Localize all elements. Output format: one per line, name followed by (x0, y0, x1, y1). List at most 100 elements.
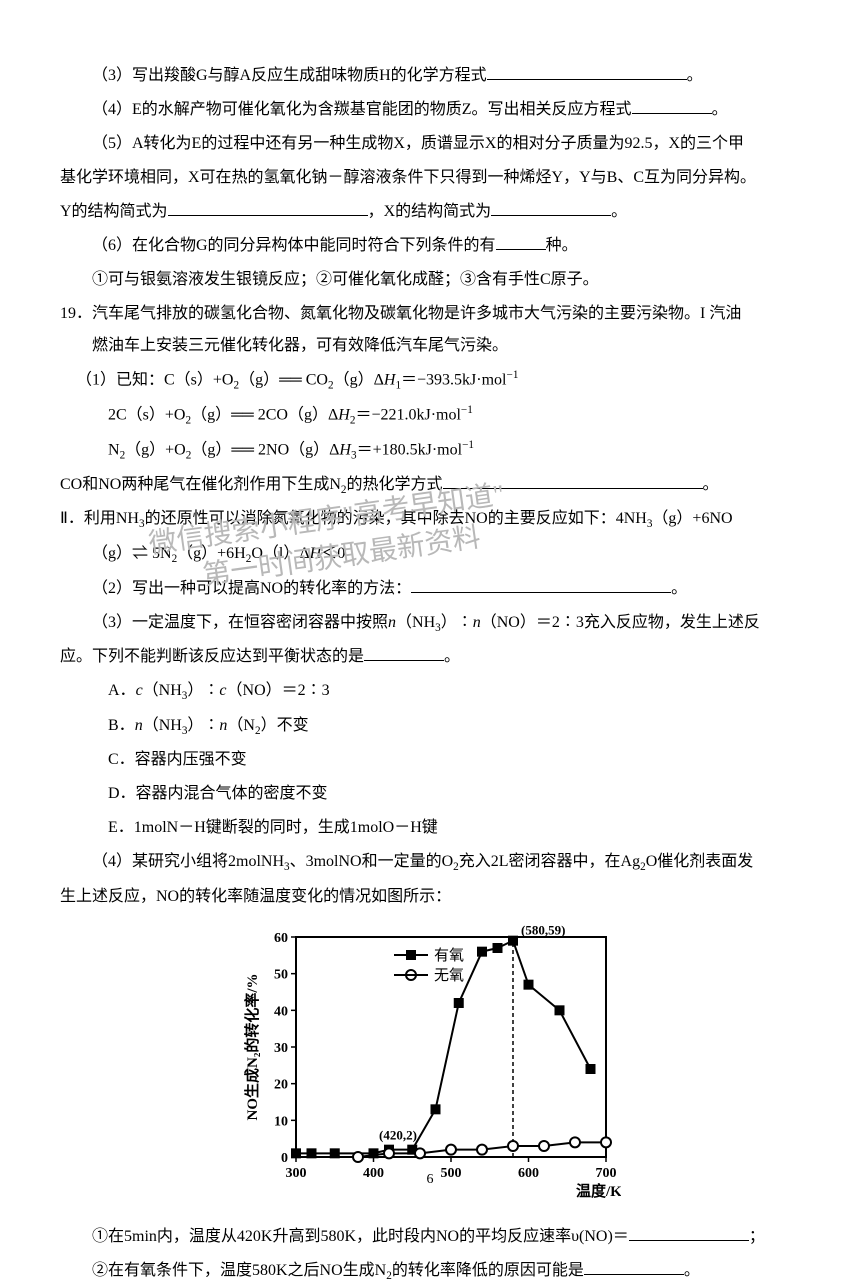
svg-text:有氧: 有氧 (434, 947, 464, 964)
q4-text: （4）E的水解产物可催化氧化为含羰基官能团的物质Z。写出相关反应方程式 (92, 101, 632, 118)
co-b: 的热化学方式 (347, 476, 443, 493)
s4q1-blank (629, 1222, 749, 1241)
eq2a: 2C（s）+O (108, 406, 185, 423)
q19-header: 19． 汽车尾气排放的碳氢化合物、氮氧化物及碳氧化物是许多城市大气污染的主要污染… (60, 298, 800, 362)
oa-d: （NO）＝2∶3 (227, 682, 330, 699)
q5-l1: （5）A转化为E的过程中还有另一种生成物X，质谱显示X的相对分子质量为92.5，… (60, 128, 800, 160)
q4: （4）E的水解产物可催化氧化为含羰基官能团的物质Z。写出相关反应方程式 。 (60, 94, 800, 126)
q5-l3: Y的结构简式为，X的结构简式为。 (60, 196, 800, 228)
q19-sub4: （4）某研究小组将2molNH3、3molNO和一定量的O2充入2L密闭容器中，… (60, 846, 800, 879)
s4a: （4）某研究小组将2molNH (92, 853, 284, 870)
option-d: D．容器内混合气体的密度不变 (60, 778, 800, 810)
II-a: Ⅱ．利用NH (60, 510, 139, 527)
svg-text:0: 0 (281, 1151, 288, 1166)
q6-l2: ①可与银氨溶液发生银镜反应；②可催化氧化成醛；③含有手性C原子。 (60, 264, 800, 296)
svg-text:(580,59): (580,59) (521, 923, 565, 938)
s4q2b: 的转化率降低的原因可能是 (392, 1262, 584, 1279)
svg-text:(420,2): (420,2) (379, 1128, 417, 1143)
option-a: A．c（NH3）∶c（NO）＝2∶3 (60, 675, 800, 708)
q3-text: （3）写出羧酸G与醇A反应生成甜味物质H的化学方程式 (92, 67, 487, 84)
ob-b: （NH (143, 717, 182, 734)
conversion-chart: 0102030405060300400500600700(580,59)(420… (240, 921, 620, 1201)
q3: （3）写出羧酸G与醇A反应生成甜味物质H的化学方程式 。 (60, 60, 800, 92)
q19-num: 19． (60, 298, 92, 362)
q19-sub4-q1: ①在5min内，温度从420K升高到580K，此时段内NO的平均反应速率υ(NO… (60, 1221, 800, 1253)
s4q1-end: ； (749, 1228, 765, 1245)
sub3b: （NH (396, 614, 435, 631)
s4c: 充入2L密闭容器中，在Ag (459, 853, 640, 870)
q6-1a: （6）在化合物G的同分异构体中能同时符合下列条件的有 (92, 237, 496, 254)
sub3c: ）∶ (441, 614, 473, 631)
q19-II-2: （g）⇌ 5N2（g）+6H2O（l）ΔH＜0 (60, 538, 800, 571)
svg-text:30: 30 (274, 1041, 288, 1056)
page-number: 6 (0, 1166, 860, 1194)
q5-blank1 (168, 197, 368, 216)
oa-c: ）∶ (187, 682, 219, 699)
sub3d: （NO）＝2∶3充入反应物，发生上述反 (481, 614, 760, 631)
svg-text:无氧: 无氧 (434, 967, 464, 984)
q3-blank (487, 61, 687, 80)
eq3a: N (108, 441, 120, 458)
eq3d: ＝+180.5kJ·mol (357, 441, 462, 458)
option-e: E．1molN－H键断裂的同时，生成1molO－H键 (60, 812, 800, 844)
svg-text:NO生成N₂的转化率/%: NO生成N₂的转化率/% (243, 973, 261, 1120)
eq2c: ＝−221.0kJ·mol (355, 406, 460, 423)
eq2b: （g）══ 2CO（g）Δ (191, 406, 338, 423)
q19-content: 汽车尾气排放的碳氢化合物、氮氧化物及碳氧化物是许多城市大气污染的主要污染物。I … (92, 298, 800, 362)
eq1d: ＝−393.5kJ·mol (401, 371, 506, 388)
s4q2-end: 。 (684, 1262, 700, 1279)
ob-d: （N (227, 717, 255, 734)
co-end: 。 (703, 476, 719, 493)
chart-svg: 0102030405060300400500600700(580,59)(420… (241, 922, 621, 1202)
svg-text:50: 50 (274, 968, 288, 983)
co-a: CO和NO两种尾气在催化剂作用下生成N (60, 476, 341, 493)
q6-blank (496, 231, 546, 250)
q19-eq1: （1）已知：C（s）+O2（g）══ CO2（g）ΔH1＝−393.5kJ·mo… (60, 364, 800, 397)
eq1a: （1）已知：C（s）+O (76, 371, 233, 388)
q19-sub4-q2: ②在有氧条件下，温度580K之后NO生成N2的转化率降低的原因可能是。 (60, 1255, 800, 1288)
q3-end: 。 (687, 67, 703, 84)
q19-co: CO和NO两种尾气在催化剂作用下生成N2的热化学方式。 (60, 469, 800, 502)
eq1c: （g）Δ (334, 371, 384, 388)
II-c: （g）+6NO (652, 510, 732, 527)
svg-text:10: 10 (274, 1114, 288, 1129)
q4-end: 。 (712, 101, 728, 118)
sub3-2end: 。 (444, 648, 460, 665)
eq1b: （g）══ CO (239, 371, 328, 388)
II2d: ＜0 (321, 545, 345, 562)
q5-l2: 基化学环境相同，X可在热的氢氧化钠－醇溶液条件下只得到一种烯烃Y，Y与B、C互为… (60, 162, 800, 194)
q19-l1: 汽车尾气排放的碳氢化合物、氮氧化物及碳氧化物是许多城市大气污染的主要污染物。I … (92, 298, 800, 330)
co-blank (443, 470, 703, 489)
sub2-blank (411, 573, 671, 592)
option-c: C．容器内压强不变 (60, 744, 800, 776)
q5-3c: 。 (611, 203, 627, 220)
eq3c: （g）══ 2NO（g）Δ (191, 441, 339, 458)
q19-eq3: N2（g）+O2（g）══ 2NO（g）ΔH3＝+180.5kJ·mol−1 (60, 434, 800, 467)
s4q2: ②在有氧条件下，温度580K之后NO生成N (92, 1262, 386, 1279)
q5-3b: ，X的结构简式为 (368, 203, 492, 220)
q19-II: Ⅱ．利用NH3的还原性可以消除氮氧化物的污染，其中除去NO的主要反应如下：4NH… (60, 503, 800, 536)
option-b: B．n（NH3）∶n（N2）不变 (60, 710, 800, 743)
q19-sub3-2: 应。下列不能判断该反应达到平衡状态的是。 (60, 641, 800, 673)
svg-text:20: 20 (274, 1078, 288, 1093)
ob-a: B． (108, 717, 135, 734)
svg-text:40: 40 (274, 1004, 288, 1019)
s4b: 、3molNO和一定量的O (290, 853, 454, 870)
s4d: O催化剂表面发 (646, 853, 754, 870)
q19-sub3: （3）一定温度下，在恒容密闭容器中按照n（NH3）∶n（NO）＝2∶3充入反应物… (60, 607, 800, 640)
oa-b: （NH (143, 682, 182, 699)
sub2-text: （2）写出一种可以提高NO的转化率的方法： (92, 580, 411, 597)
sub2-end: 。 (671, 580, 687, 597)
q19-l2: 燃油车上安装三元催化转化器，可有效降低汽车尾气污染。 (92, 330, 800, 362)
q5-blank2 (491, 197, 611, 216)
q6-1b: 种。 (546, 237, 578, 254)
svg-text:60: 60 (274, 931, 288, 946)
sub3a: （3）一定温度下，在恒容密闭容器中按照 (92, 614, 388, 631)
oa-a: A． (108, 682, 136, 699)
s4q2-blank (584, 1256, 684, 1275)
sub3-blank (364, 642, 444, 661)
II2c: O（l）Δ (251, 545, 309, 562)
II2a: （g）⇌ 5N (92, 545, 172, 562)
ob-e: ）不变 (261, 717, 309, 734)
II-b: 的还原性可以消除氮氧化物的污染，其中除去NO的主要反应如下：4NH (145, 510, 647, 527)
